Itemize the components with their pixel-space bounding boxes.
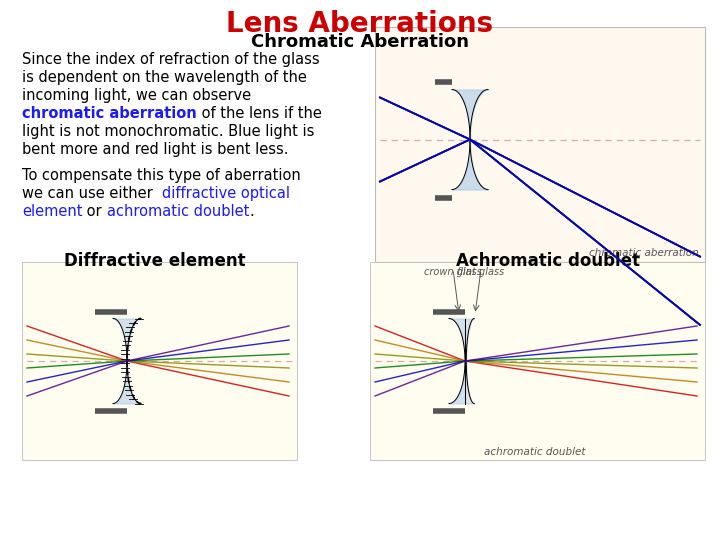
- Text: of the lens if the: of the lens if the: [197, 106, 322, 121]
- FancyBboxPatch shape: [375, 27, 705, 262]
- Text: or: or: [83, 204, 107, 219]
- Text: achromatic doublet: achromatic doublet: [107, 204, 249, 219]
- Text: we can use either: we can use either: [22, 186, 162, 201]
- Text: light is not monochromatic. Blue light is: light is not monochromatic. Blue light i…: [22, 124, 315, 139]
- Text: achromatic doublet: achromatic doublet: [485, 447, 586, 457]
- Text: .: .: [249, 204, 254, 219]
- Text: Lens Aberrations: Lens Aberrations: [226, 10, 494, 38]
- Text: Achromatic doublet: Achromatic doublet: [456, 252, 640, 270]
- Text: Chromatic Aberration: Chromatic Aberration: [251, 33, 469, 51]
- Text: diffractive optical: diffractive optical: [162, 186, 290, 201]
- Text: Diffractive element: Diffractive element: [64, 252, 246, 270]
- Text: bent more and red light is bent less.: bent more and red light is bent less.: [22, 142, 289, 157]
- FancyBboxPatch shape: [370, 262, 705, 460]
- Text: crown glass: crown glass: [424, 267, 482, 277]
- Text: Since the index of refraction of the glass: Since the index of refraction of the gla…: [22, 52, 320, 67]
- Text: chromatic aberration: chromatic aberration: [589, 248, 699, 258]
- Text: is dependent on the wavelength of the: is dependent on the wavelength of the: [22, 70, 307, 85]
- FancyBboxPatch shape: [22, 262, 297, 460]
- Text: To compensate this type of aberration: To compensate this type of aberration: [22, 168, 301, 183]
- Text: incoming light, we can observe: incoming light, we can observe: [22, 88, 251, 103]
- Text: chromatic aberration: chromatic aberration: [22, 106, 197, 121]
- Text: flint glass: flint glass: [457, 267, 505, 277]
- Text: element: element: [22, 204, 83, 219]
